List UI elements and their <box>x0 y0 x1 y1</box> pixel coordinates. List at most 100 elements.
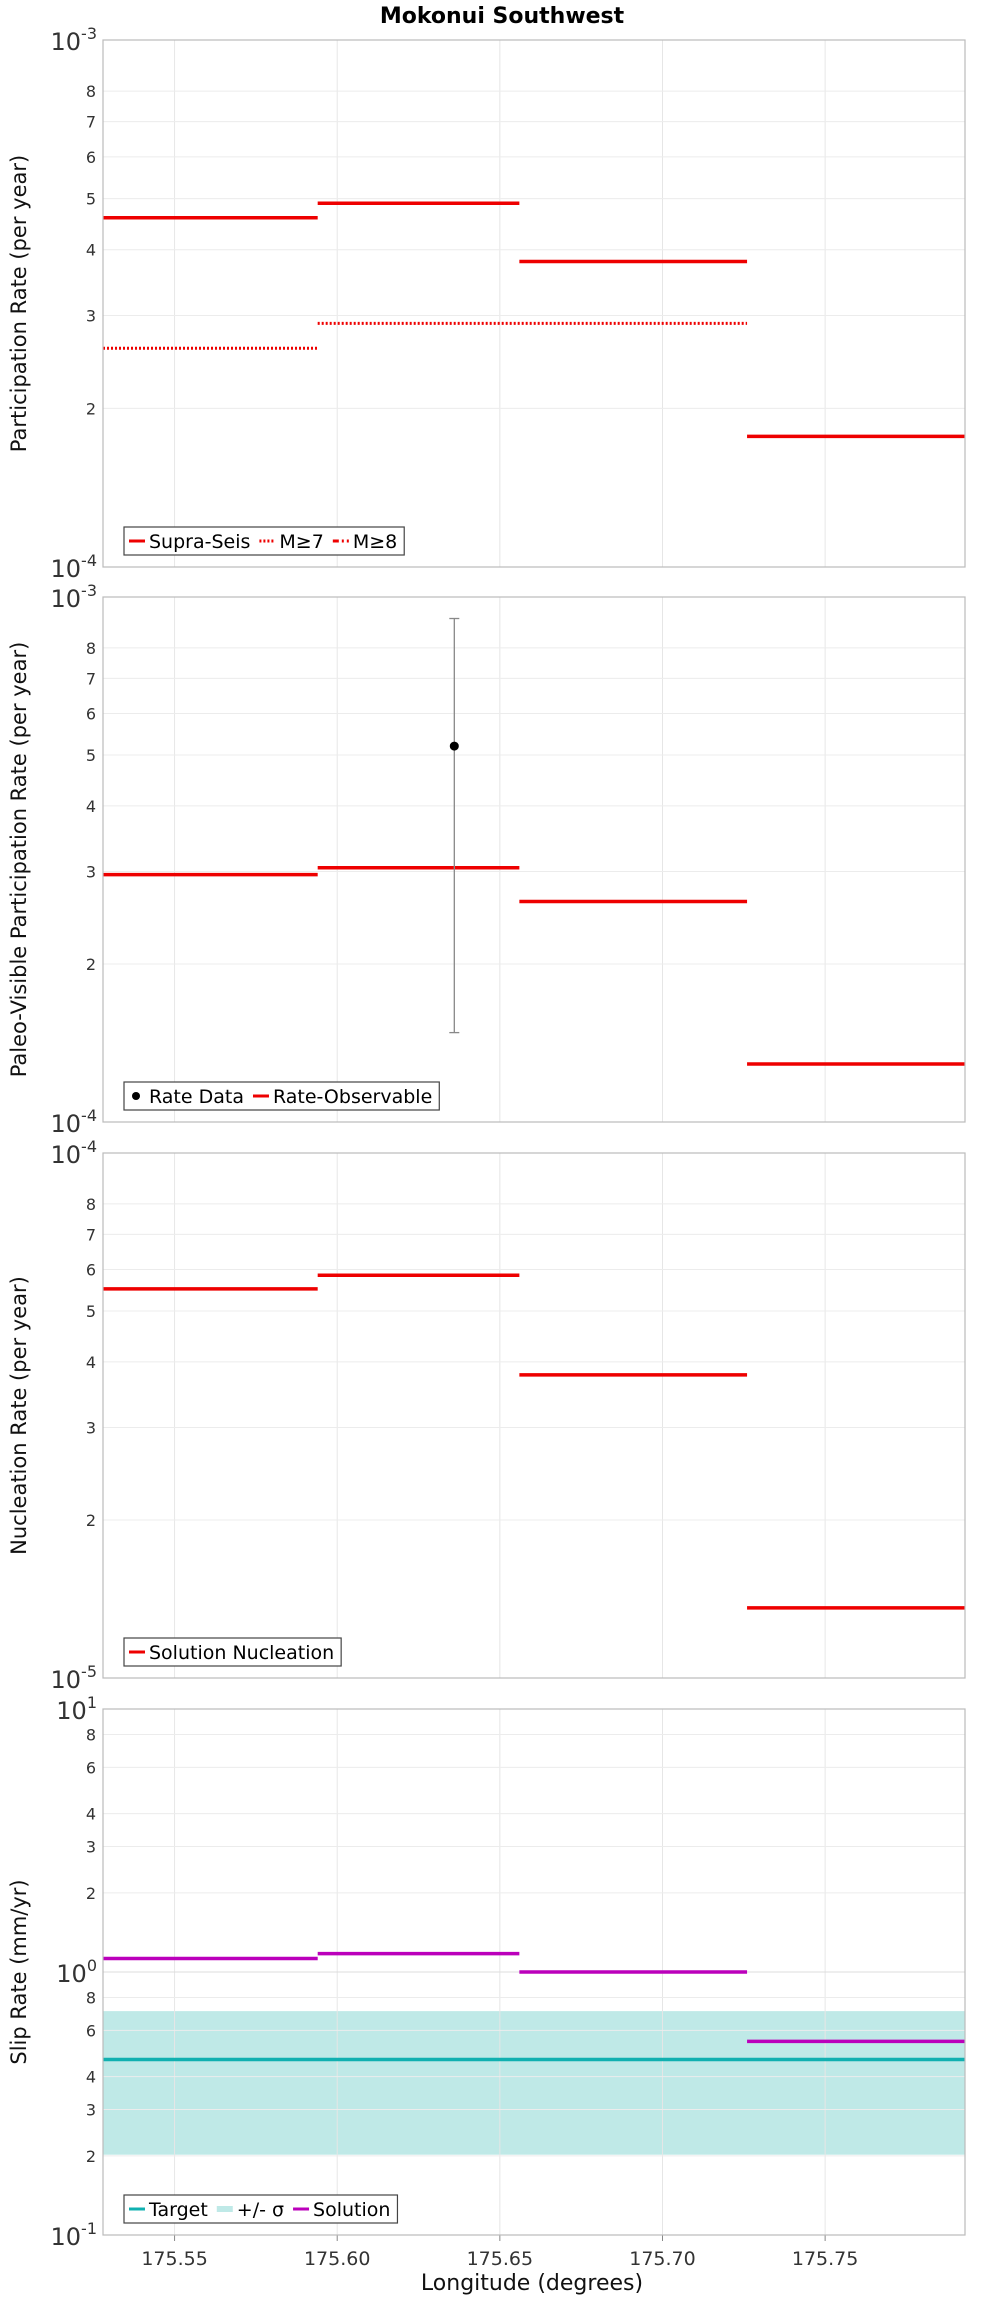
tick-base: 10 <box>51 1110 82 1138</box>
legend-box <box>123 2194 399 2224</box>
legend-label: Solution <box>313 2199 390 2221</box>
y-tick-label: 4 <box>86 1353 96 1372</box>
y-tick-label: 8 <box>86 639 96 658</box>
y-axis-label: Slip Rate (mm/yr) <box>7 1879 31 2064</box>
legend-marker-point <box>132 1092 140 1100</box>
x-tick-label: 175.60 <box>304 2248 370 2270</box>
tick-base: 10 <box>51 2223 82 2251</box>
legend-box <box>123 526 405 556</box>
chart-title: Mokonui Southwest <box>380 4 625 29</box>
tick-base: 10 <box>51 1666 82 1694</box>
y-tick-label: 8 <box>86 82 96 101</box>
y-major-tick-label: 101 <box>56 1693 97 1725</box>
tick-base: 10 <box>51 28 82 56</box>
legend-box <box>123 1637 342 1667</box>
y-axis-label: Nucleation Rate (per year) <box>7 1276 31 1555</box>
x-tick-label: 175.75 <box>792 2248 858 2270</box>
x-tick-label: 175.65 <box>467 2248 533 2270</box>
y-major-tick-label: 10-4 <box>51 1106 98 1138</box>
y-tick-label: 7 <box>86 113 96 132</box>
tick-base: 10 <box>51 1141 82 1169</box>
tick-exponent: -4 <box>81 1106 97 1125</box>
y-major-tick-label: 10-5 <box>51 1662 98 1694</box>
tick-exponent: -4 <box>81 551 97 570</box>
y-major-tick-label: 10-3 <box>51 24 98 56</box>
tick-exponent: 0 <box>87 1956 97 1975</box>
legend: Rate Data Rate-Observable <box>123 1081 440 1111</box>
y-tick-label: 8 <box>86 1195 96 1214</box>
y-tick-label: 4 <box>86 2068 96 2087</box>
y-tick-label: 2 <box>86 399 96 418</box>
y-tick-label: 7 <box>86 1225 96 1244</box>
y-tick-label: 8 <box>86 1988 96 2007</box>
y-tick-label: 5 <box>86 190 96 209</box>
y-tick-label: 3 <box>86 1419 96 1438</box>
legend-label: M≥7 <box>279 531 323 553</box>
plot-frame <box>102 596 966 1123</box>
tick-exponent: -4 <box>81 1137 97 1156</box>
y-tick-label: 3 <box>86 863 96 882</box>
legend-label: Solution Nucleation <box>149 1642 334 1664</box>
y-tick-label: 4 <box>86 1805 96 1824</box>
y-tick-label: 2 <box>86 955 96 974</box>
plot-area <box>103 597 965 1122</box>
sigma-band <box>103 2011 965 2155</box>
y-axis-label: Paleo-Visible Participation Rate (per ye… <box>7 642 31 1078</box>
y-tick-label: 3 <box>86 307 96 326</box>
tick-exponent: -5 <box>81 1662 97 1681</box>
y-tick-label: 3 <box>86 2101 96 2120</box>
tick-exponent: -3 <box>81 24 97 43</box>
y-tick-label: 2 <box>86 2147 96 2166</box>
tick-base: 10 <box>51 555 82 583</box>
plot-frame <box>102 1152 966 1679</box>
x-tick-label: 175.70 <box>629 2248 695 2270</box>
plot-frame <box>102 39 966 568</box>
legend-marker-band <box>216 2206 233 2212</box>
tick-base: 10 <box>56 1697 87 1725</box>
y-tick-label: 4 <box>86 797 96 816</box>
legend: Target +/- σ Solution <box>123 2194 399 2224</box>
x-axis-label: Longitude (degrees) <box>421 2271 643 2296</box>
y-tick-label: 3 <box>86 1838 96 1857</box>
y-tick-label: 6 <box>86 148 96 167</box>
plot-frame <box>102 1708 966 2236</box>
y-tick-label: 2 <box>86 1884 96 1903</box>
y-tick-label: 6 <box>86 1758 96 1777</box>
plot-area <box>103 1153 965 1678</box>
y-tick-label: 2 <box>86 1511 96 1530</box>
x-tick-label: 175.55 <box>141 2248 207 2270</box>
tick-exponent: -1 <box>81 2219 97 2238</box>
tick-base: 10 <box>51 585 82 613</box>
legend: Supra-Seis M≥7 M≥8 <box>123 526 405 556</box>
legend-label: M≥8 <box>353 531 397 553</box>
y-tick-label: 6 <box>86 1260 96 1279</box>
y-tick-label: 4 <box>86 241 96 260</box>
y-major-tick-label: 10-4 <box>51 551 98 583</box>
legend-label: Rate Data <box>149 1086 244 1108</box>
y-axis-label: Participation Rate (per year) <box>7 155 31 452</box>
y-tick-label: 6 <box>86 704 96 723</box>
plot-area <box>103 40 965 567</box>
rate-data-point <box>449 741 459 751</box>
y-tick-label: 5 <box>86 746 96 765</box>
y-major-tick-label: 10-3 <box>51 581 98 613</box>
legend-label: Rate-Observable <box>273 1086 432 1108</box>
y-major-tick-label: 100 <box>56 1956 97 1988</box>
legend: Solution Nucleation <box>123 1637 342 1667</box>
y-tick-label: 7 <box>86 669 96 688</box>
tick-base: 10 <box>56 1960 87 1988</box>
legend-label: Supra-Seis <box>149 531 250 553</box>
tick-exponent: 1 <box>87 1693 97 1712</box>
y-tick-label: 8 <box>86 1725 96 1744</box>
legend-label: +/- σ <box>237 2199 284 2221</box>
y-tick-label: 5 <box>86 1302 96 1321</box>
tick-exponent: -3 <box>81 581 97 600</box>
y-tick-label: 6 <box>86 2021 96 2040</box>
panel-4: 175.55 175.60 175.65 175.70 175.75 2 3 4 6 8 2 3 4 6 8… <box>7 1693 966 2270</box>
legend-box <box>123 1081 440 1111</box>
y-major-tick-label: 10-1 <box>51 2219 98 2251</box>
